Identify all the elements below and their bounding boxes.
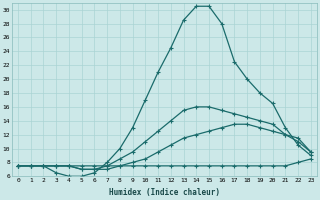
X-axis label: Humidex (Indice chaleur): Humidex (Indice chaleur) [109, 188, 220, 197]
